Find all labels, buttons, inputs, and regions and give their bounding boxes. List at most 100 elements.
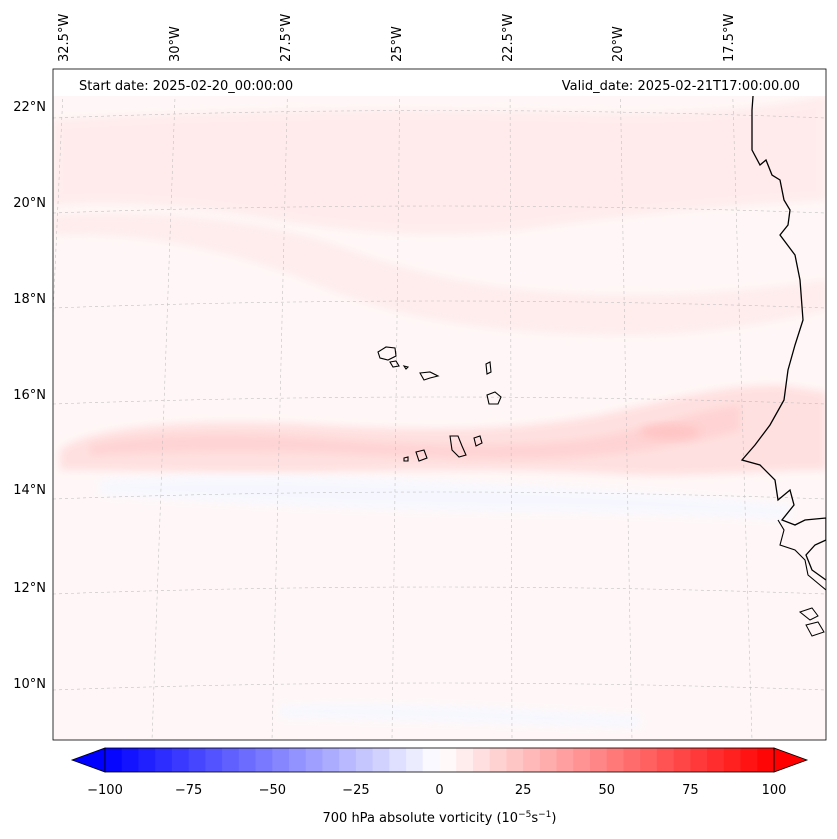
colorbar-cell xyxy=(138,748,156,772)
coast-bijagos xyxy=(798,607,825,637)
colorbar-tick-label: 75 xyxy=(682,783,699,798)
colorbar-cell xyxy=(590,748,608,772)
negative-band-south xyxy=(280,703,640,728)
latitude-labels: 22°N 20°N 18°N 16°N 14°N 12°N 10°N xyxy=(13,100,46,692)
colorbar-frame xyxy=(104,747,775,773)
colorbar-tick-label: −100 xyxy=(87,783,123,798)
colorbar-cell xyxy=(640,748,658,772)
lat-label-14n: 14°N xyxy=(13,483,46,498)
colorbar-cell xyxy=(188,748,206,772)
colorbar-cell xyxy=(439,748,457,772)
map-plot-area: Start date: 2025-02-20_00:00:00 Valid_da… xyxy=(52,68,827,741)
colorbar-tick-label: −75 xyxy=(175,783,202,798)
colorbar-ticks: −100 −75 −50 −25 0 25 50 75 100 xyxy=(87,783,786,798)
start-date-text: Start date: 2025-02-20_00:00:00 xyxy=(79,79,293,94)
lon-label-32-5w: 32.5°W xyxy=(57,14,72,62)
colorbar-cell xyxy=(355,748,374,772)
colorbar-cell xyxy=(105,748,123,772)
map-frame xyxy=(52,68,827,741)
colorbar-tick-label: −25 xyxy=(342,783,369,798)
colorbar-cell xyxy=(222,748,240,772)
lon-label-30w: 30°W xyxy=(168,26,183,62)
colorbar-cell xyxy=(171,748,190,772)
colorbar-tick-label: −50 xyxy=(259,783,286,798)
colorbar-title: 700 hPa absolute vorticity (10−5s−1) xyxy=(323,810,557,826)
colorbar-cell xyxy=(205,748,223,772)
colorbar-tick-label: 100 xyxy=(762,783,787,798)
island-santo-antao xyxy=(377,346,397,361)
colorbar-cell xyxy=(623,748,641,772)
africa-coastline xyxy=(740,69,826,581)
colorbar-cell xyxy=(305,748,323,772)
colorbar-cell xyxy=(690,748,708,772)
colorbar-cell xyxy=(121,748,139,772)
positive-band-itcz-outer xyxy=(60,385,826,476)
colorbar-cell xyxy=(472,748,491,772)
lat-label-20n: 20°N xyxy=(13,196,46,211)
island-boa-vista xyxy=(486,391,502,405)
colorbar-tick-label: 50 xyxy=(599,783,616,798)
colorbar-cell xyxy=(322,748,340,772)
lon-label-22-5w: 22.5°W xyxy=(501,14,516,62)
colorbar-cell xyxy=(272,748,290,772)
colorbar-cell xyxy=(155,748,173,772)
positive-vorticity-max xyxy=(640,424,700,440)
colorbar-tick-label: 0 xyxy=(435,783,443,798)
island-maio xyxy=(473,435,483,447)
island-santiago xyxy=(449,435,467,458)
lat-label-18n: 18°N xyxy=(13,292,46,307)
colorbar-cell xyxy=(422,748,440,772)
negative-band xyxy=(100,475,790,520)
island-sao-nicolau xyxy=(419,371,440,381)
positive-band-north xyxy=(53,96,826,235)
colorbar-max-extension xyxy=(773,747,809,773)
colorbar-cell xyxy=(523,748,541,772)
cape-verde-islands xyxy=(377,346,502,462)
longitude-labels: 32.5°W 30°W 27.5°W 25°W 22.5°W 20°W 17.5… xyxy=(57,14,737,62)
vorticity-field xyxy=(53,69,826,740)
colorbar-tick-label: 25 xyxy=(515,783,532,798)
colorbar-cell xyxy=(288,748,307,772)
colorbar-cell xyxy=(606,748,624,772)
colorbar-cell xyxy=(339,748,357,772)
colorbar-cell xyxy=(707,748,725,772)
colorbar-min-extension xyxy=(70,747,106,773)
colorbar-cell xyxy=(489,748,507,772)
lon-label-25w: 25°W xyxy=(390,26,405,62)
colorbar-cell xyxy=(389,748,407,772)
island-fogo xyxy=(415,449,428,462)
colorbar-cell xyxy=(757,748,775,772)
colorbar-cell xyxy=(506,748,524,772)
colorbar-cell xyxy=(573,748,591,772)
valid-date-text: Valid_date: 2025-02-21T17:00:00.00 xyxy=(562,79,800,94)
positive-band-subtropical xyxy=(53,213,826,335)
island-sal xyxy=(485,361,492,375)
colorbar-cell xyxy=(406,748,424,772)
lon-label-20w: 20°W xyxy=(611,26,626,62)
lat-label-12n: 12°N xyxy=(13,581,46,596)
graticule xyxy=(53,69,826,740)
colorbar-cell xyxy=(740,748,758,772)
island-santa-luzia xyxy=(402,365,410,370)
lat-label-22n: 22°N xyxy=(13,100,46,115)
lat-label-10n: 10°N xyxy=(13,677,46,692)
colorbar: −100 −75 −50 −25 0 25 50 75 100 700 hPa … xyxy=(70,747,809,826)
colorbar-cells xyxy=(105,748,775,772)
colorbar-cell xyxy=(456,748,474,772)
colorbar-cell xyxy=(723,748,741,772)
lon-label-27-5w: 27.5°W xyxy=(279,14,294,62)
lat-label-16n: 16°N xyxy=(13,388,46,403)
lon-label-17-5w: 17.5°W xyxy=(722,14,737,62)
colorbar-cell xyxy=(372,748,390,772)
positive-band-itcz-core xyxy=(90,405,740,459)
colorbar-cell xyxy=(673,748,691,772)
colorbar-cell xyxy=(556,748,574,772)
colorbar-cell xyxy=(255,748,273,772)
island-sao-vicente xyxy=(389,360,400,368)
coast-detail xyxy=(777,519,826,591)
colorbar-cell xyxy=(238,748,256,772)
island-brava xyxy=(403,456,409,462)
colorbar-cell xyxy=(656,748,675,772)
colorbar-cell xyxy=(539,748,557,772)
